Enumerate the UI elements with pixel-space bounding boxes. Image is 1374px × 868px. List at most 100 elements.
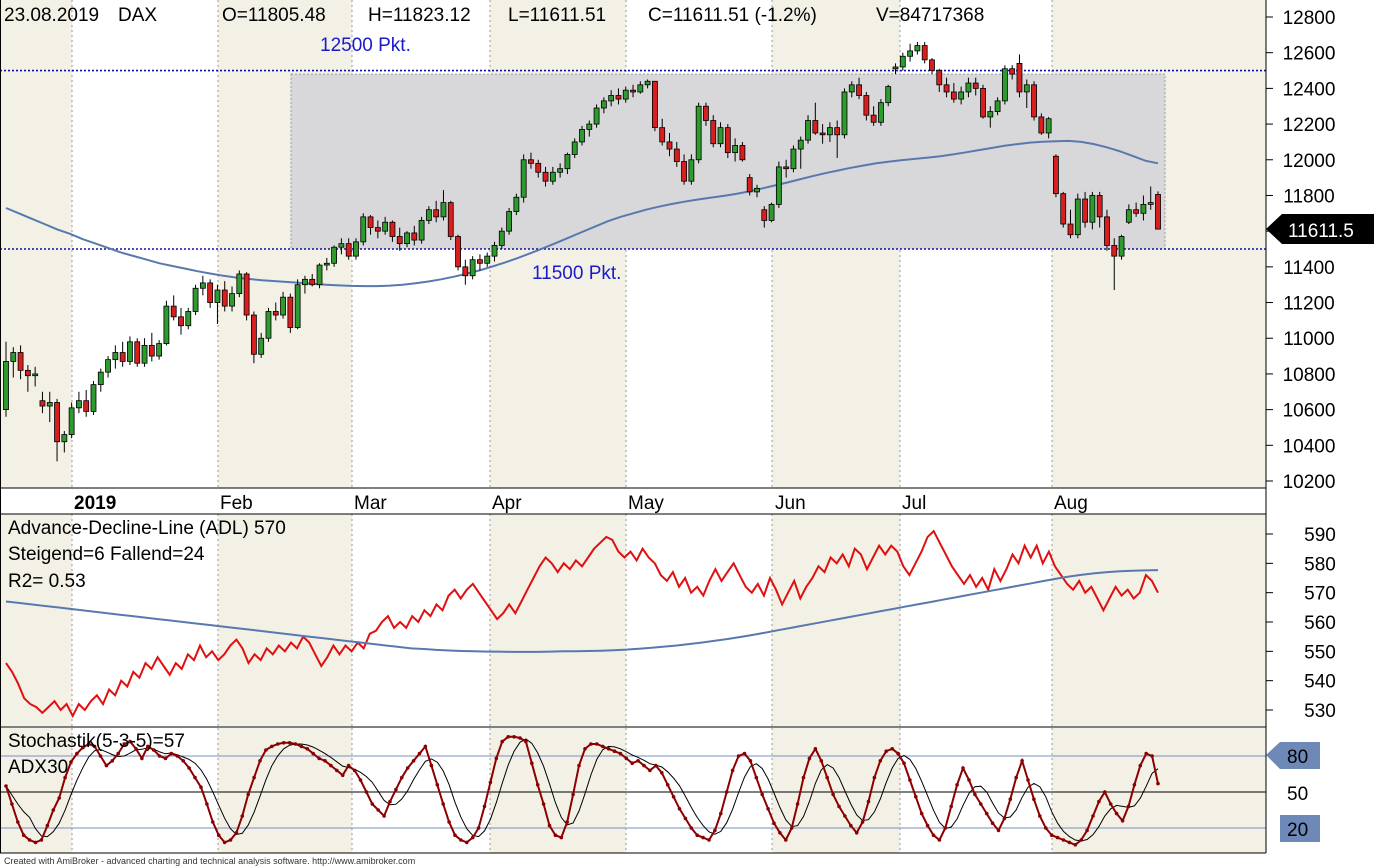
month-shade: [1052, 728, 1266, 853]
stoch-title: Stochastik(5-3-5)=57: [8, 731, 185, 752]
stoch-point: [252, 775, 256, 780]
candle-up: [1074, 198, 1081, 236]
stoch-point: [512, 735, 516, 739]
stoch-point: [4, 784, 8, 788]
candle-up: [768, 203, 775, 221]
stoch-point: [181, 759, 185, 763]
candle-down: [24, 369, 31, 377]
price-moving-average: [5, 139, 1159, 288]
candle-up: [440, 202, 447, 218]
candle-up: [105, 359, 111, 373]
stoch-point: [441, 802, 446, 806]
candle-up: [899, 55, 906, 68]
month-shade: [0, 728, 72, 853]
stoch-point: [801, 775, 806, 780]
stoch-point: [671, 795, 676, 799]
stoch-80-badge: [1266, 742, 1320, 769]
stoch-point: [571, 792, 575, 797]
candle-up: [97, 371, 104, 386]
candle-down: [54, 402, 60, 443]
header-high: H=11823.12: [368, 5, 471, 26]
stoch-point: [754, 775, 759, 780]
candle-down: [746, 177, 753, 193]
candle-down: [1155, 194, 1161, 230]
candle-down: [535, 162, 542, 173]
candle-up: [360, 216, 367, 243]
stoch-point: [382, 814, 386, 818]
stoch-point: [695, 833, 699, 837]
stoch-point: [654, 763, 658, 768]
candle-up: [1045, 118, 1052, 134]
stoch-point: [624, 756, 629, 761]
stoch-point: [612, 749, 617, 753]
stoch-point: [340, 773, 345, 777]
candle-up: [484, 255, 491, 264]
stoch-point: [140, 756, 144, 761]
stoch-point: [75, 751, 79, 756]
candle-up: [965, 82, 972, 93]
candle-down: [243, 273, 250, 316]
stoch-point: [317, 756, 321, 761]
candle-down: [119, 352, 126, 362]
candle-down: [1009, 68, 1016, 75]
candle-down: [207, 282, 214, 303]
candle-up: [775, 166, 782, 205]
stoch-point: [925, 823, 930, 828]
stoch-point: [908, 778, 912, 782]
candle-down: [615, 95, 622, 100]
candle-down: [148, 344, 155, 357]
candle-down: [134, 341, 141, 364]
candle-up: [68, 407, 75, 436]
candle-up: [141, 344, 148, 364]
candle-up: [199, 282, 206, 289]
candle-down: [309, 278, 316, 286]
price-tick-label: 12800: [1283, 8, 1336, 29]
candle-up: [156, 343, 163, 357]
candle-up: [280, 296, 286, 316]
stoch-point: [1055, 835, 1060, 840]
stoch-point: [435, 783, 440, 787]
candle-down: [39, 400, 46, 407]
stoch-point: [246, 792, 250, 797]
stoch-point: [866, 799, 871, 804]
candle-up: [557, 168, 564, 173]
candle-up: [885, 86, 892, 104]
stoch-point: [1044, 826, 1048, 830]
stoch-k-line: [5, 735, 1159, 846]
stoch-point: [57, 796, 61, 800]
candle-down: [659, 127, 666, 143]
stoch-point: [405, 766, 410, 770]
candle-up: [732, 145, 739, 154]
stoch-point: [157, 754, 162, 758]
month-label-apr: Apr: [492, 493, 522, 514]
candle-up: [90, 384, 97, 412]
candle-down: [396, 236, 403, 245]
candle-down: [724, 127, 731, 154]
annotation-12500: 12500 Pkt.: [320, 35, 411, 56]
stoch-point: [234, 831, 239, 835]
stoch-point: [535, 783, 540, 787]
price-tick-label: 10200: [1283, 472, 1336, 493]
stoch-point: [86, 742, 91, 746]
candle-down: [83, 400, 90, 412]
stoch-point: [122, 742, 126, 746]
stoch-point: [21, 833, 26, 837]
stoch-point: [429, 763, 434, 768]
stoch-point: [984, 811, 989, 816]
candle-up: [571, 141, 578, 155]
stoch-point: [1049, 833, 1054, 837]
stoch-point: [281, 741, 286, 745]
candle-up: [1023, 84, 1030, 93]
header-volume: V=84717368: [876, 5, 984, 26]
stoch-point: [228, 838, 233, 842]
price-tick-label: 11000: [1283, 329, 1334, 350]
stoch-point: [1097, 799, 1101, 804]
candle-down: [1053, 155, 1059, 195]
candle-up: [520, 159, 527, 198]
stoch-point: [276, 742, 280, 746]
stoch-point: [270, 744, 274, 749]
stoch-point: [896, 751, 900, 756]
stoch-point: [565, 820, 569, 824]
candle-up: [805, 120, 811, 141]
candle-up: [323, 262, 330, 266]
